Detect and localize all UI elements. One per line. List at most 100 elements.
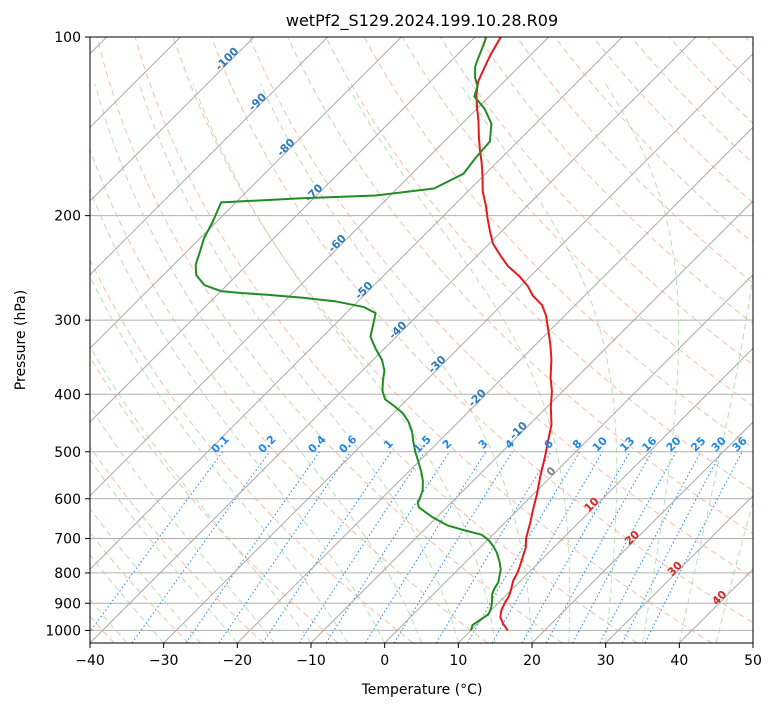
mixing-ratio-label: 0.4 [306, 433, 329, 456]
isotherm-line [384, 273, 753, 643]
mixing-ratio-label: 20 [664, 434, 684, 454]
dry-adiabat-line [90, 258, 414, 643]
dry-adiabat-line [669, 37, 753, 125]
x-tick-label: −20 [223, 653, 253, 669]
moist-adiabat-line [138, 83, 459, 643]
isotherm-layer [90, 37, 753, 643]
mixing-ratio-label: 10 [590, 434, 610, 454]
dry-adiabat-line [478, 37, 753, 325]
dry-adiabat-label: -30 [425, 353, 448, 376]
dry-adiabat-line [707, 37, 753, 85]
moist-adiabat-line [678, 270, 753, 643]
dry-adiabat-line [96, 37, 563, 643]
isotherm-label: 30 [665, 559, 685, 579]
chart-title: wetPf2_S129.2024.199.10.28.R09 [286, 11, 558, 31]
plot-frame [89, 36, 754, 644]
dry-adiabat-line [249, 37, 753, 579]
dry-adiabat-line [325, 37, 753, 492]
moist-adiabat-line [90, 507, 201, 643]
isotherm-line [678, 568, 753, 643]
mixing-ratio-line [131, 451, 271, 643]
moist-adiabat-line [260, 83, 533, 643]
moist-adiabat-layer [90, 83, 753, 643]
moist-adiabat-line [459, 83, 618, 643]
dry-adiabat-layer [90, 37, 753, 643]
isotherm-line [236, 126, 753, 643]
dry-adiabat-label: -90 [246, 90, 269, 113]
mixing-ratio-line [325, 451, 450, 643]
moist-adiabat-line [90, 405, 275, 643]
x-tick-label: −40 [75, 653, 105, 669]
x-tick-label: 40 [670, 653, 688, 669]
isotherm-label: 40 [709, 588, 729, 608]
x-tick-label: 20 [523, 653, 541, 669]
isotherm-line [310, 200, 753, 643]
x-axis: −40 −30 −20 −10 0 10 20 30 40 50 [75, 643, 762, 669]
dry-adiabat-label: -50 [352, 279, 375, 302]
moist-adiabat-line [715, 499, 753, 643]
mixing-ratio-line [572, 451, 677, 643]
dry-adiabat-label: -100 [213, 45, 242, 74]
isotherm-line [90, 37, 329, 276]
grid-layer [90, 37, 753, 631]
moist-adiabat-line [90, 598, 128, 643]
mixing-ratio-label: 3 [476, 437, 491, 452]
y-axis-label: Pressure (hPa) [13, 290, 29, 390]
x-tick-label: 50 [744, 653, 762, 669]
moist-adiabat-line [90, 275, 349, 643]
dry-adiabat-label: -60 [326, 232, 349, 255]
dry-adiabat-label: -70 [302, 181, 325, 204]
dry-adiabat-line [745, 37, 753, 46]
isotherm-line [752, 642, 753, 643]
mixing-ratio-line [90, 451, 224, 633]
isotherm-label: 20 [622, 528, 642, 548]
mixing-ratio-line [364, 451, 487, 643]
mixing-ratio-line [467, 451, 581, 643]
moist-adiabat-line [94, 83, 422, 643]
y-tick-label: 1000 [45, 623, 81, 639]
y-tick-label: 900 [54, 596, 81, 612]
y-tick-label: 700 [54, 532, 81, 548]
mixing-ratio-label: 8 [570, 437, 585, 452]
isotherm-line [605, 494, 753, 643]
isotherm-line [90, 37, 623, 571]
dry-adiabat-label: -20 [466, 386, 489, 409]
moist-adiabat-line [90, 458, 238, 643]
series-layer [194, 37, 553, 631]
mixing-ratio-label: 2 [440, 437, 455, 452]
dry-adiabat-line [90, 445, 264, 643]
isotherm-line [90, 37, 255, 202]
isotherm-line [457, 347, 753, 643]
temperature-profile-line [475, 37, 553, 631]
dry-adiabat-line [134, 37, 638, 643]
dry-adiabat-line [401, 37, 753, 407]
y-tick-label: 800 [54, 566, 81, 582]
isotherm-line [90, 37, 697, 643]
y-tick-label: 200 [54, 209, 81, 225]
isotherm-line [90, 37, 476, 423]
dry-adiabat-line [592, 37, 753, 204]
x-tick-label: 0 [380, 653, 389, 669]
dry-adiabat-line [172, 37, 712, 643]
x-axis-label: Temperature (°C) [361, 682, 483, 698]
dry-adiabat-line [630, 37, 753, 164]
mixing-ratio-layer [90, 451, 743, 643]
mixing-ratio-line [491, 451, 603, 643]
x-tick-label: −10 [296, 653, 326, 669]
mixing-ratio-label: 0.6 [336, 433, 359, 456]
mixing-ratio-label: 30 [709, 434, 729, 454]
mixing-ratio-line [218, 451, 351, 643]
isotherm-line [531, 421, 753, 643]
dry-adiabat-line [211, 37, 753, 624]
mixing-ratio-label: 0.1 [209, 433, 232, 456]
dewpoint-profile-line [194, 37, 502, 631]
moist-adiabat-line [90, 554, 165, 643]
mixing-ratio-line [521, 451, 631, 643]
mixing-ratio-line [393, 451, 513, 643]
y-tick-label: 500 [54, 445, 81, 461]
x-tick-label: 30 [597, 653, 615, 669]
moist-adiabat-line [346, 83, 571, 643]
dry-adiabat-label: -40 [386, 318, 409, 341]
y-tick-label: 100 [54, 30, 81, 46]
